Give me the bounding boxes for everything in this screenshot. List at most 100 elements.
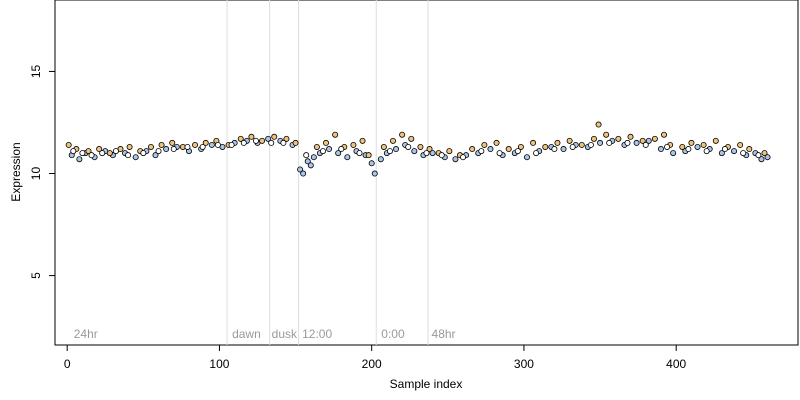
data-point: [319, 148, 326, 155]
data-point: [438, 152, 445, 159]
data-point: [408, 135, 415, 142]
data-point: [679, 143, 686, 150]
data-point: [344, 154, 351, 161]
data-point: [496, 150, 503, 157]
data-point: [326, 146, 333, 153]
x-tick-label: 200: [362, 357, 382, 371]
data-point: [597, 139, 604, 146]
data-point: [566, 137, 573, 144]
data-point: [155, 148, 162, 155]
y-axis-title: Expression: [9, 142, 23, 201]
data-point: [639, 137, 646, 144]
data-point: [259, 137, 266, 144]
data-point: [740, 150, 747, 157]
data-point: [265, 135, 272, 142]
data-point: [170, 146, 177, 153]
data-point: [694, 143, 701, 150]
data-point: [297, 166, 304, 173]
data-point: [651, 135, 658, 142]
data-point: [505, 146, 512, 153]
data-point: [368, 160, 375, 167]
data-point: [283, 135, 290, 142]
data-point: [664, 143, 671, 150]
phase-label: dusk: [272, 327, 298, 341]
data-point: [248, 133, 255, 140]
data-point: [393, 146, 400, 153]
y-tick-label: 10: [29, 167, 43, 181]
data-point: [377, 156, 384, 163]
data-point: [737, 141, 744, 148]
data-point: [228, 141, 235, 148]
data-point: [184, 143, 191, 150]
data-point: [126, 143, 133, 150]
data-point: [125, 152, 132, 159]
y-tick-label: 15: [29, 64, 43, 78]
data-point: [280, 139, 287, 146]
y-axis: 5 10 15: [29, 64, 55, 279]
data-point: [533, 150, 540, 157]
data-point: [542, 143, 549, 150]
data-point: [88, 152, 95, 159]
x-tick-label: 400: [666, 357, 686, 371]
data-point: [405, 143, 412, 150]
data-point: [700, 141, 707, 148]
data-point: [718, 150, 725, 157]
data-point: [292, 139, 299, 146]
data-point: [140, 150, 147, 157]
data-point: [530, 139, 537, 146]
data-point: [460, 154, 467, 161]
data-point: [85, 148, 92, 155]
data-point: [79, 150, 86, 157]
data-point: [478, 148, 485, 155]
data-point: [423, 150, 430, 157]
data-point: [335, 150, 342, 157]
data-point: [350, 141, 357, 148]
data-point: [371, 170, 378, 177]
data-point: [202, 139, 209, 146]
data-point: [633, 139, 640, 146]
data-point: [300, 170, 307, 177]
data-point: [208, 141, 215, 148]
data-point: [304, 158, 311, 165]
data-point: [426, 146, 433, 153]
x-axis: 0 100 200 300 400: [64, 345, 687, 371]
data-point: [642, 141, 649, 148]
data-point: [99, 150, 106, 157]
data-point: [514, 148, 521, 155]
data-point: [356, 150, 363, 157]
phase-label: dawn: [232, 327, 261, 341]
data-point: [237, 135, 244, 142]
phase-boundaries: [226, 0, 429, 345]
data-point: [252, 137, 259, 144]
phase-labels: 24hr dawn dusk 12:00 0:00 48hr: [74, 327, 456, 341]
data-point: [721, 146, 728, 153]
data-point: [624, 139, 631, 146]
data-point: [587, 141, 594, 148]
data-point: [323, 139, 330, 146]
data-point: [446, 148, 453, 155]
data-point: [417, 143, 424, 150]
data-point: [411, 148, 418, 155]
plot-frame: [54, 0, 799, 346]
data-point: [746, 146, 753, 153]
data-point: [307, 162, 314, 169]
data-point: [399, 131, 406, 138]
data-point: [758, 156, 765, 163]
data-point: [517, 143, 524, 150]
data-point: [627, 133, 634, 140]
data-point: [429, 150, 436, 157]
data-point: [96, 146, 103, 153]
data-point: [755, 152, 762, 159]
phase-label: 12:00: [302, 327, 332, 341]
data-point: [569, 143, 576, 150]
data-point: [152, 152, 159, 159]
data-point: [303, 152, 310, 159]
data-point: [65, 141, 72, 148]
data-point: [214, 141, 221, 148]
data-point: [332, 131, 339, 138]
data-point: [688, 139, 695, 146]
data-point: [386, 148, 393, 155]
data-point: [76, 156, 83, 163]
data-point: [240, 139, 247, 146]
